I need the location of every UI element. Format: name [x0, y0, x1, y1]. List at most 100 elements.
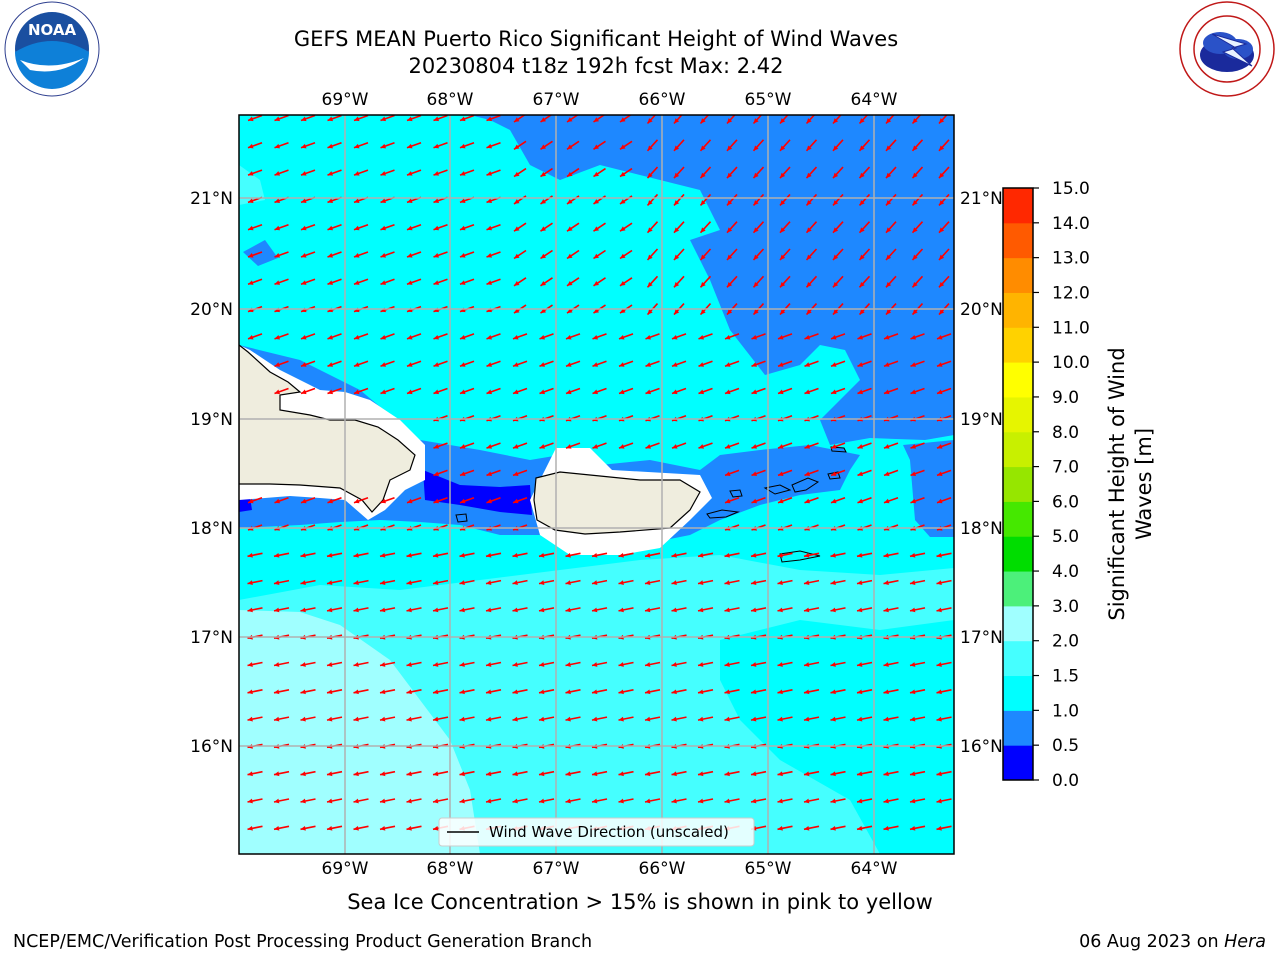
wave-direction-arrowhead: [753, 118, 759, 124]
wave-direction-arrowhead: [806, 227, 812, 233]
colorbar-tick-label: 6.0: [1052, 492, 1079, 512]
wave-direction-arrowhead: [486, 552, 492, 558]
wave-direction-arrowhead: [274, 280, 281, 285]
wave-direction-arrowhead: [540, 308, 546, 314]
wave-direction-arrowhead: [725, 389, 731, 395]
wave-direction-arrowhead: [620, 171, 626, 177]
wave-direction-arrowhead: [567, 281, 573, 286]
wave-direction-arrowhead: [936, 825, 942, 831]
noaa-logo: NOAA: [4, 1, 100, 97]
wave-direction-arrowhead: [936, 607, 942, 613]
wave-direction-arrowhead: [460, 444, 466, 449]
lat-label-right: 19°N: [960, 410, 1003, 430]
wave-direction-arrowhead: [380, 280, 387, 285]
lat-label-left: 20°N: [190, 300, 233, 320]
wave-direction-arrowhead: [830, 580, 836, 585]
wave-direction-arrowhead: [647, 172, 653, 179]
wave-direction-arrowhead: [725, 498, 731, 504]
wave-direction-arrowhead: [912, 309, 918, 315]
wave-direction-arrowhead: [777, 662, 783, 667]
lon-label-top: 64°W: [851, 90, 898, 110]
wave-direction-arrowhead: [327, 389, 334, 395]
wave-direction-arrowhead: [672, 334, 678, 340]
wave-direction-arrowhead: [751, 798, 757, 804]
wave-direction-arrowhead: [567, 171, 573, 177]
wave-direction-arrowhead: [777, 798, 783, 804]
wave-direction-arrowhead: [937, 471, 943, 476]
wave-direction-arrowhead: [777, 607, 783, 613]
wave-direction-arrowhead: [433, 471, 440, 476]
wave-direction-arrowhead: [380, 498, 387, 504]
footer-date-text: 06 Aug 2023 on: [1079, 932, 1219, 952]
wave-direction-arrowhead: [512, 689, 518, 695]
wave-direction-arrowhead: [433, 798, 439, 804]
wave-direction-arrowhead: [939, 254, 945, 260]
wave-direction-arrowhead: [565, 798, 571, 804]
wave-direction-arrowhead: [725, 444, 731, 449]
wave-direction-arrowhead: [780, 254, 786, 260]
lat-label-right: 17°N: [960, 628, 1003, 648]
wave-direction-arrowhead: [724, 771, 730, 777]
wave-direction-arrowhead: [698, 580, 704, 585]
colorbar-tick-label: 8.0: [1052, 423, 1079, 443]
wave-direction-arrowhead: [780, 227, 786, 233]
wave-direction-arrowhead: [380, 334, 387, 340]
wave-direction-arrowhead: [433, 716, 439, 722]
wave-direction-arrowhead: [353, 798, 359, 804]
wave-direction-arrowhead: [804, 607, 810, 613]
wave-direction-arrowhead: [645, 771, 651, 777]
wave-direction-arrowhead: [514, 308, 520, 314]
wave-direction-arrowhead: [620, 281, 626, 286]
wave-direction-arrowhead: [619, 362, 625, 367]
wave-direction-arrowhead: [912, 227, 918, 233]
wave-direction-arrowhead: [540, 226, 546, 232]
wave-direction-arrowhead: [301, 498, 307, 504]
wave-direction-arrowhead: [354, 143, 360, 149]
wave-direction-arrowhead: [936, 662, 942, 667]
wave-direction-arrowhead: [830, 716, 836, 722]
lon-label-top: 67°W: [533, 90, 580, 110]
wave-direction-arrowhead: [486, 771, 492, 777]
colorbar-tick-label: 1.0: [1052, 701, 1079, 721]
wave-direction-arrowhead: [620, 199, 626, 204]
wave-direction-arrowhead: [380, 552, 386, 558]
wave-direction-arrowhead: [354, 334, 360, 340]
colorbar-segment: [1003, 396, 1033, 433]
wave-direction-arrowhead: [433, 689, 439, 695]
wave-direction-arrowhead: [780, 118, 786, 124]
wave-direction-arrowhead: [647, 254, 653, 260]
lat-label-right: 21°N: [960, 189, 1003, 209]
wave-direction-arrowhead: [884, 444, 890, 449]
wave-direction-arrowhead: [540, 144, 546, 150]
sea-ice-note: Sea Ice Concentration > 15% is shown in …: [347, 890, 933, 914]
wave-direction-arrowhead: [804, 334, 811, 340]
wave-direction-arrowhead: [806, 309, 812, 315]
wave-direction-arrowhead: [248, 198, 254, 203]
wave-direction-arrowhead: [407, 498, 413, 504]
wave-direction-arrowhead: [724, 716, 730, 722]
wave-direction-arrowhead: [486, 498, 493, 504]
wave-direction-arrowhead: [912, 254, 918, 260]
wave-direction-arrowhead: [620, 226, 626, 232]
wave-direction-arrowhead: [700, 227, 706, 233]
colorbar-segment: [1003, 362, 1033, 398]
wave-direction-arrowhead: [567, 308, 573, 314]
wave-direction-arrowhead: [380, 662, 386, 667]
wave-direction-arrowhead: [777, 552, 783, 558]
wave-direction-arrowhead: [274, 253, 281, 258]
wave-direction-arrowhead: [830, 825, 836, 831]
wave-direction-arrowhead: [751, 362, 758, 367]
gridlines: [239, 115, 954, 854]
wave-direction-arrowhead: [380, 116, 387, 122]
wave-direction-arrowhead: [301, 198, 307, 203]
wave-direction-arrowhead: [725, 334, 731, 340]
wave-direction-arrowhead: [884, 471, 890, 476]
colorbar-segment: [1003, 745, 1033, 781]
wave-direction-arrowhead: [327, 362, 334, 367]
hispaniola: [239, 344, 416, 513]
wave-direction-arrowhead: [540, 253, 546, 259]
wave-direction-arrowhead: [300, 716, 306, 722]
wave-direction-arrowhead: [939, 172, 945, 179]
wave-direction-arrowhead: [247, 798, 253, 804]
